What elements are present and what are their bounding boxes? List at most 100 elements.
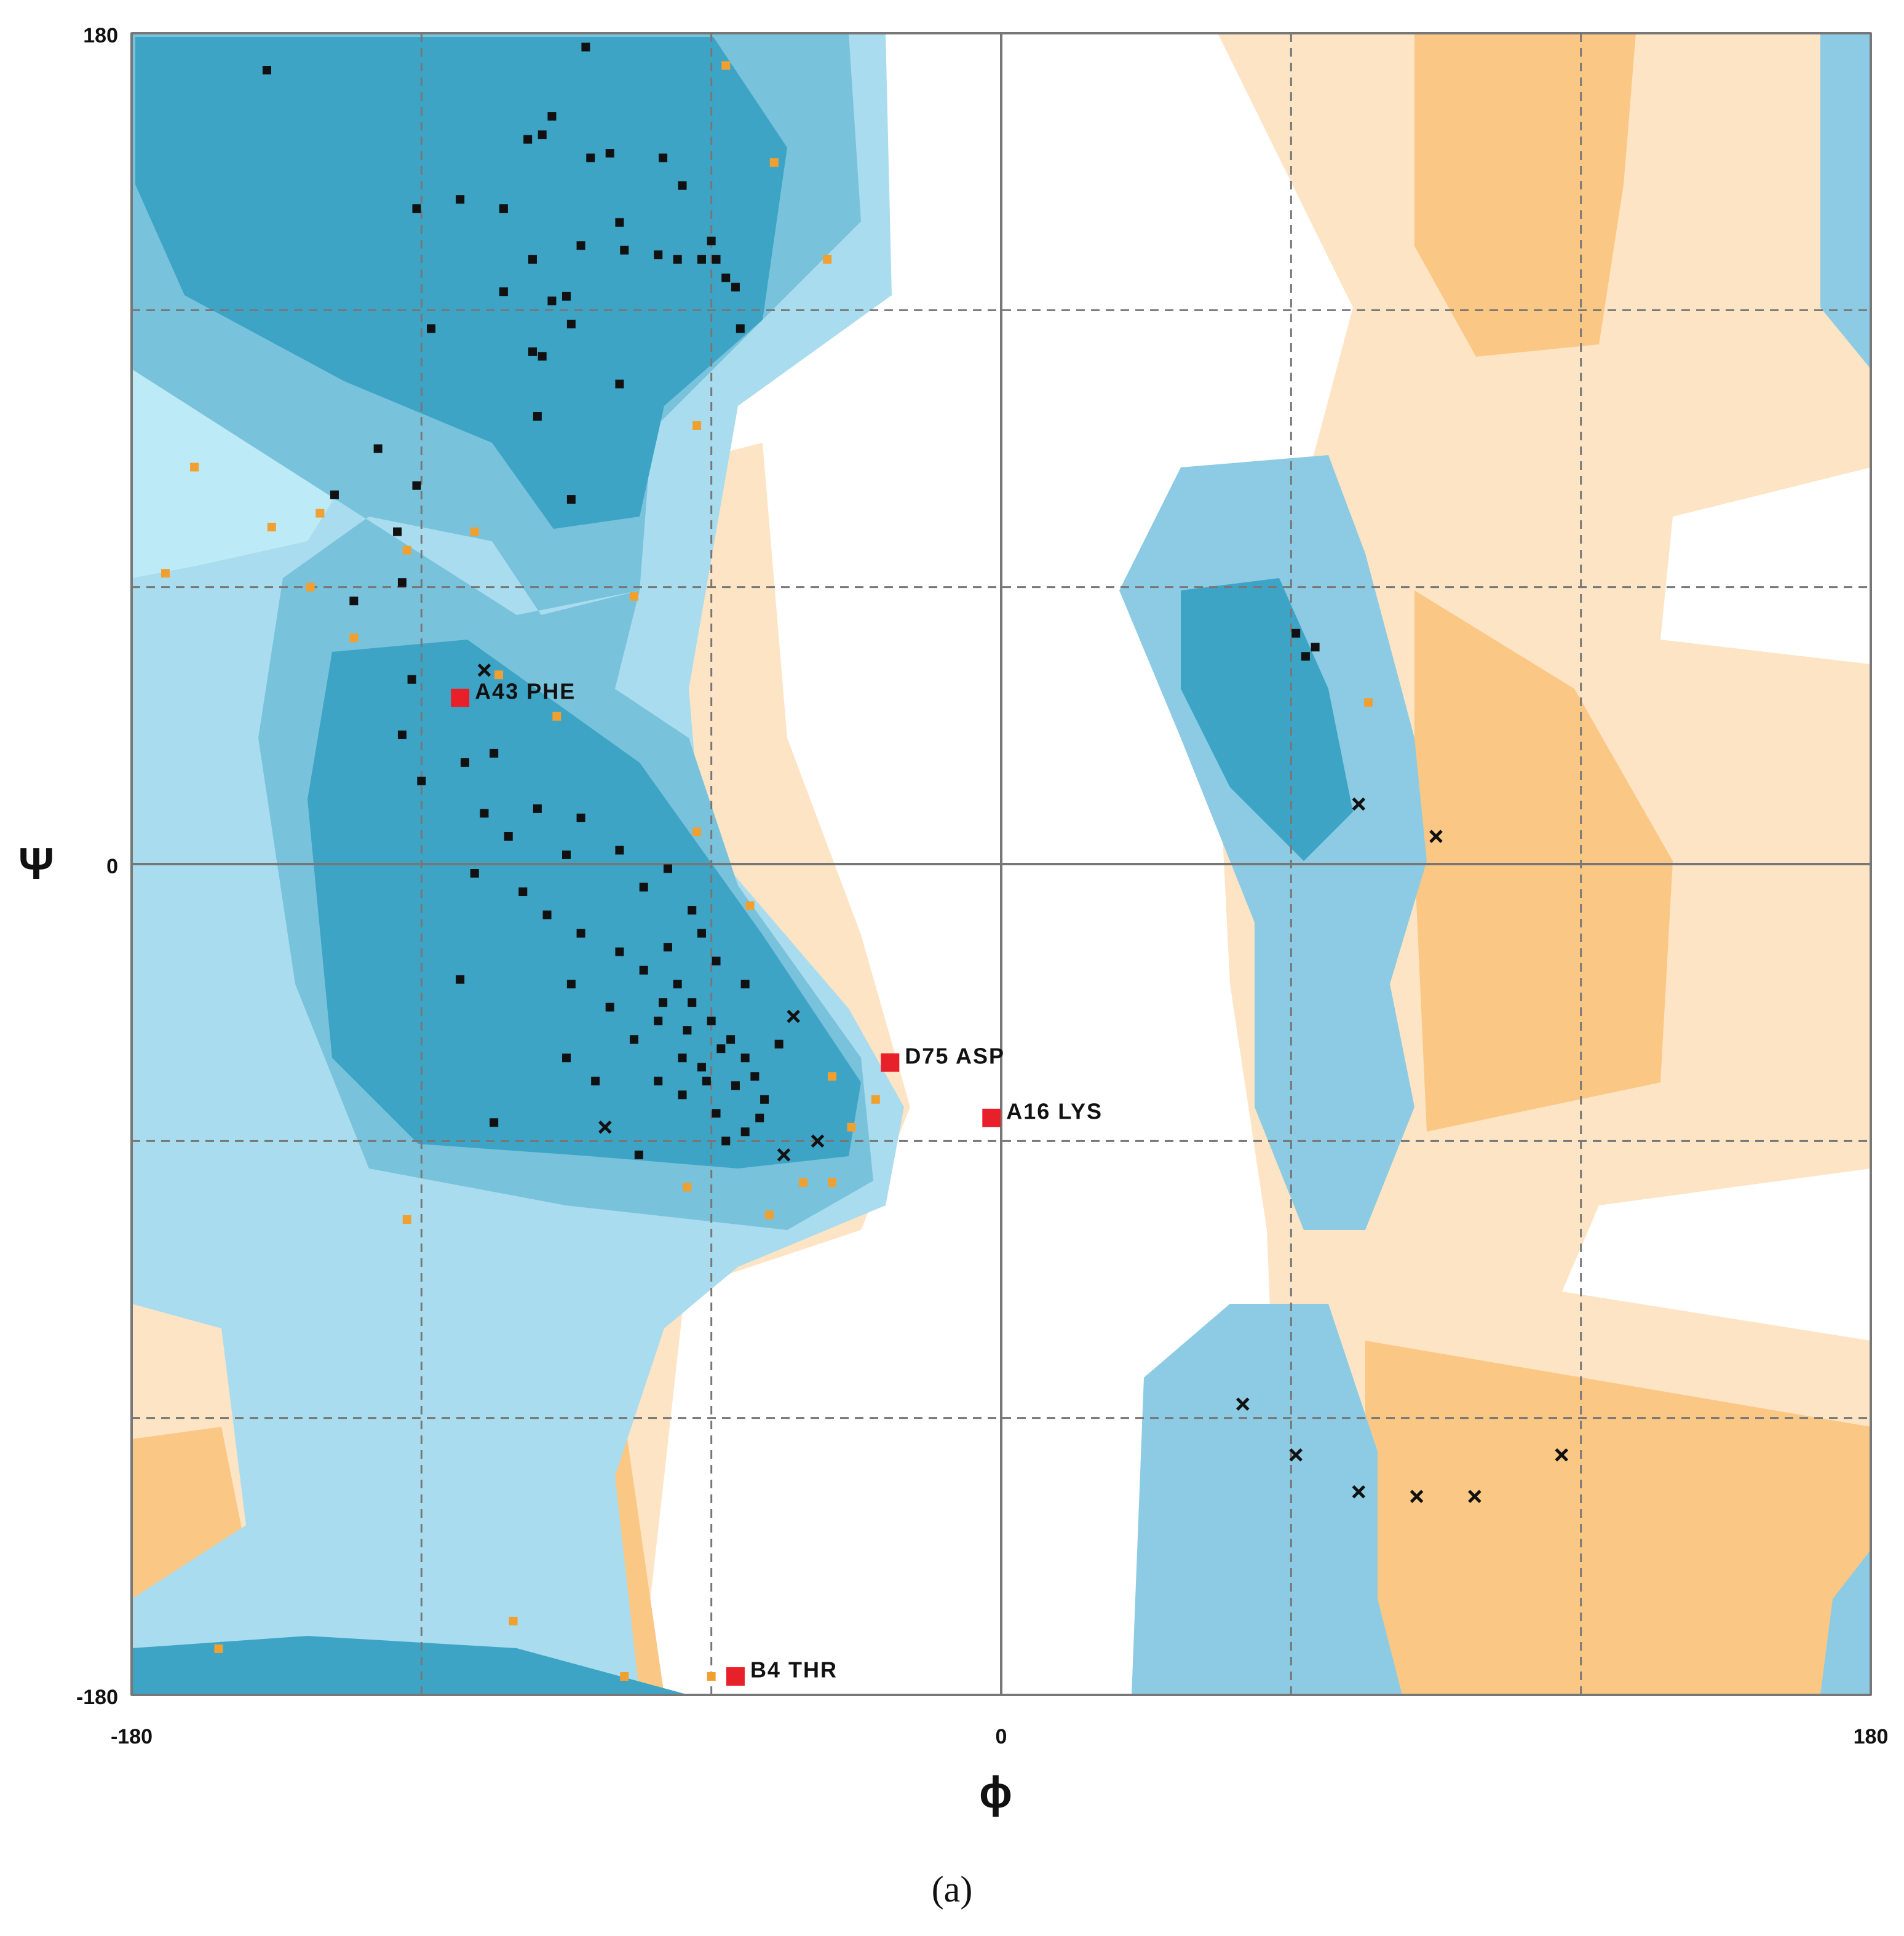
x-axis-label: ϕ xyxy=(979,1768,1013,1817)
y-tick-label: 180 xyxy=(83,24,118,47)
square-point xyxy=(349,633,359,643)
point-label: A16 LYS xyxy=(1006,1098,1103,1124)
square-point xyxy=(615,379,624,389)
square-point xyxy=(576,929,585,938)
square-point xyxy=(562,292,571,301)
square-point xyxy=(552,712,561,721)
square-point xyxy=(750,1072,760,1081)
square-point xyxy=(716,1044,726,1053)
square-point xyxy=(373,444,383,453)
cross-point xyxy=(777,1148,791,1162)
square-point xyxy=(537,130,547,140)
square-point xyxy=(504,831,513,841)
square-point xyxy=(1301,652,1310,661)
square-point xyxy=(547,296,557,306)
square-point xyxy=(673,255,682,264)
square-point xyxy=(823,255,832,264)
square-point xyxy=(740,1127,750,1137)
square-point xyxy=(1364,698,1373,707)
square-point xyxy=(726,1667,745,1686)
square-point xyxy=(397,578,407,587)
square-point xyxy=(736,324,745,333)
square-point xyxy=(393,527,402,536)
square-point xyxy=(654,250,663,260)
square-point xyxy=(499,287,508,296)
square-point xyxy=(315,509,325,518)
square-point xyxy=(605,149,614,158)
square-point xyxy=(537,352,547,361)
square-point xyxy=(683,1026,692,1035)
square-point xyxy=(402,1215,411,1224)
square-point xyxy=(721,1137,731,1146)
square-point xyxy=(721,273,731,282)
square-point xyxy=(547,112,557,121)
square-point xyxy=(562,850,571,859)
square-point xyxy=(828,1072,837,1081)
square-point xyxy=(523,135,533,144)
cross-point xyxy=(1468,1490,1482,1504)
y-tick-label: -180 xyxy=(76,1686,118,1709)
square-point xyxy=(581,42,590,52)
square-point xyxy=(683,1183,692,1192)
square-point xyxy=(214,1644,223,1653)
square-point xyxy=(697,1063,706,1072)
square-point xyxy=(982,1108,1001,1127)
square-point xyxy=(412,204,421,213)
square-point xyxy=(755,1113,764,1122)
square-point xyxy=(740,980,750,989)
square-point xyxy=(605,1002,614,1012)
square-point xyxy=(678,1053,687,1063)
square-point xyxy=(412,481,421,490)
square-point xyxy=(697,255,706,264)
square-point xyxy=(629,592,638,601)
cross-point xyxy=(1236,1397,1250,1411)
cross-point xyxy=(1289,1448,1303,1462)
square-point xyxy=(407,675,416,684)
square-point xyxy=(760,1095,769,1104)
square-point xyxy=(726,1035,736,1044)
square-point xyxy=(267,523,276,532)
square-point xyxy=(639,883,648,892)
square-point xyxy=(639,966,648,975)
square-point xyxy=(828,1178,837,1187)
square-point xyxy=(745,901,755,910)
square-point xyxy=(764,1210,774,1220)
square-point xyxy=(397,730,407,739)
square-point xyxy=(542,910,552,919)
square-point xyxy=(654,1076,663,1085)
square-point xyxy=(470,527,479,536)
square-point xyxy=(330,490,339,499)
cross-point xyxy=(1555,1448,1569,1462)
square-point xyxy=(673,980,682,989)
square-point xyxy=(576,241,585,250)
square-point xyxy=(306,582,315,592)
square-point xyxy=(769,158,779,167)
point-label: D75 ASP xyxy=(905,1043,1005,1068)
square-point xyxy=(533,804,542,813)
square-point xyxy=(659,998,668,1007)
square-point xyxy=(566,319,576,328)
square-point xyxy=(562,1053,571,1063)
square-point xyxy=(576,813,585,822)
square-point xyxy=(731,1081,740,1090)
x-tick-label: 180 xyxy=(1854,1725,1889,1748)
square-point xyxy=(774,1039,783,1049)
square-point xyxy=(456,195,465,204)
square-point xyxy=(499,204,508,213)
marks xyxy=(161,42,1569,1686)
square-point xyxy=(740,1053,750,1063)
square-point xyxy=(490,748,499,758)
cross-point xyxy=(811,1134,825,1148)
square-point xyxy=(692,421,702,430)
x-tick-label: 0 xyxy=(996,1725,1007,1748)
y-tick-label: 0 xyxy=(106,855,118,878)
square-point xyxy=(798,1178,807,1187)
square-point xyxy=(615,218,624,227)
square-point xyxy=(678,1090,687,1100)
cross-point xyxy=(1410,1490,1424,1504)
square-point xyxy=(490,1118,499,1127)
square-point xyxy=(509,1616,518,1625)
square-point xyxy=(620,1672,629,1681)
square-point xyxy=(692,827,702,836)
square-point xyxy=(528,347,537,356)
